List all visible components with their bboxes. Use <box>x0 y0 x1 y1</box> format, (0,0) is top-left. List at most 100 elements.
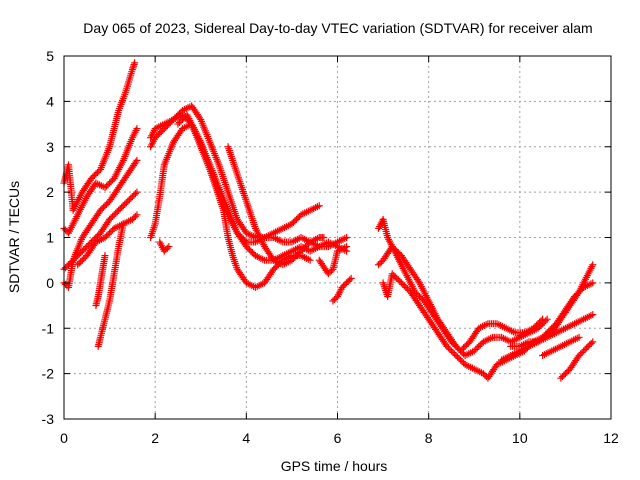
data-point <box>80 246 88 254</box>
data-point <box>446 345 454 353</box>
series-sat-q <box>375 243 551 359</box>
data-point <box>388 243 396 251</box>
data-point <box>300 244 308 252</box>
x-tick-label: 6 <box>334 430 342 446</box>
data-point <box>131 59 139 67</box>
data-point <box>548 324 556 332</box>
data-point <box>133 211 141 219</box>
data-point <box>106 229 114 237</box>
x-tick-label: 4 <box>242 430 250 446</box>
data-point <box>106 179 114 187</box>
y-tick-label: -3 <box>42 411 55 427</box>
data-point <box>162 123 170 131</box>
data-point <box>196 114 204 122</box>
data-point <box>163 122 171 130</box>
data-point <box>127 194 135 202</box>
y-tick-label: -2 <box>42 366 55 382</box>
data-point <box>112 209 120 217</box>
data-point <box>289 255 297 263</box>
data-point <box>457 356 465 364</box>
data-point <box>563 368 571 376</box>
data-point <box>157 128 165 136</box>
data-point <box>388 270 396 278</box>
data-point <box>402 283 410 291</box>
data-point <box>315 202 323 210</box>
series-sat-a <box>60 59 139 214</box>
series-sat-f <box>92 252 109 310</box>
data-point <box>104 230 112 238</box>
data-point <box>394 276 402 284</box>
data-point <box>329 297 337 305</box>
data-point <box>153 132 161 140</box>
data-point <box>163 244 171 252</box>
x-tick-label: 10 <box>512 430 528 446</box>
data-point <box>346 276 354 284</box>
x-tick-label: 8 <box>425 430 433 446</box>
data-point <box>303 241 311 249</box>
data-point <box>128 215 136 223</box>
series-sat-e <box>74 211 141 269</box>
data-point <box>341 280 349 288</box>
data-point <box>107 214 115 222</box>
data-point <box>244 244 252 252</box>
data-point <box>289 218 297 226</box>
data-point <box>584 342 592 350</box>
data-point <box>452 351 460 359</box>
data-point <box>154 131 162 139</box>
data-point <box>133 188 141 196</box>
data-point <box>454 344 462 352</box>
data-point <box>119 220 127 228</box>
data-point <box>179 116 187 124</box>
data-point <box>297 247 305 255</box>
data-point <box>589 338 597 346</box>
data-point <box>320 234 328 241</box>
data-point <box>390 244 398 252</box>
data-point <box>390 271 398 279</box>
data-point <box>75 259 83 267</box>
data-point <box>159 126 167 134</box>
data-point <box>122 199 130 207</box>
data-point <box>288 220 296 228</box>
data-point <box>119 202 127 210</box>
data-point <box>101 234 109 241</box>
data-point <box>444 344 452 352</box>
data-point <box>247 247 255 255</box>
data-point <box>581 345 589 353</box>
data-point <box>560 371 568 379</box>
series-sat-u <box>539 333 583 359</box>
y-tick-label: -1 <box>42 320 55 336</box>
data-point <box>101 184 109 192</box>
data-point <box>577 286 585 294</box>
data-point <box>131 212 139 220</box>
data-point <box>299 246 307 254</box>
data-point <box>110 211 118 219</box>
series-sat-n <box>315 243 351 278</box>
data-point <box>113 208 121 216</box>
data-point <box>343 234 351 241</box>
data-point <box>473 344 481 352</box>
data-point <box>540 318 548 326</box>
data-point <box>74 261 82 269</box>
data-point <box>77 249 85 257</box>
data-point <box>396 277 404 285</box>
data-point <box>116 205 124 213</box>
data-point <box>589 261 597 269</box>
data-point <box>539 320 547 328</box>
y-tick-label: 3 <box>46 139 54 155</box>
data-point <box>133 156 141 164</box>
data-point <box>96 206 104 214</box>
data-point <box>542 317 550 325</box>
data-point <box>130 191 138 199</box>
data-point <box>463 341 471 349</box>
data-point <box>543 315 551 323</box>
data-point <box>131 190 139 198</box>
data-point <box>330 296 338 304</box>
data-point <box>292 215 300 223</box>
data-point <box>454 353 462 361</box>
data-point <box>452 342 460 350</box>
series-sat-g <box>94 220 127 350</box>
y-tick-label: 2 <box>46 184 54 200</box>
data-point <box>326 268 334 276</box>
